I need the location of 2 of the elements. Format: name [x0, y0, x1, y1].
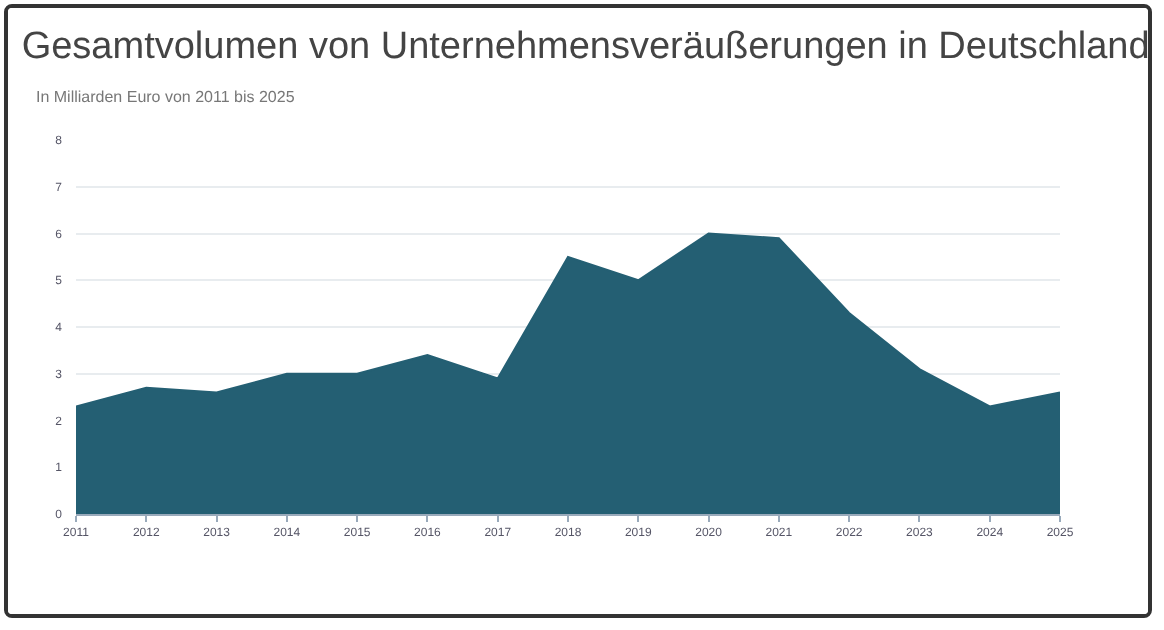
chart-subtitle: In Milliarden Euro von 2011 bis 2025	[36, 88, 296, 106]
chart-title: Gesamtvolumen von Unternehmensveräußerungen in Deutschland	[21, 25, 1150, 68]
